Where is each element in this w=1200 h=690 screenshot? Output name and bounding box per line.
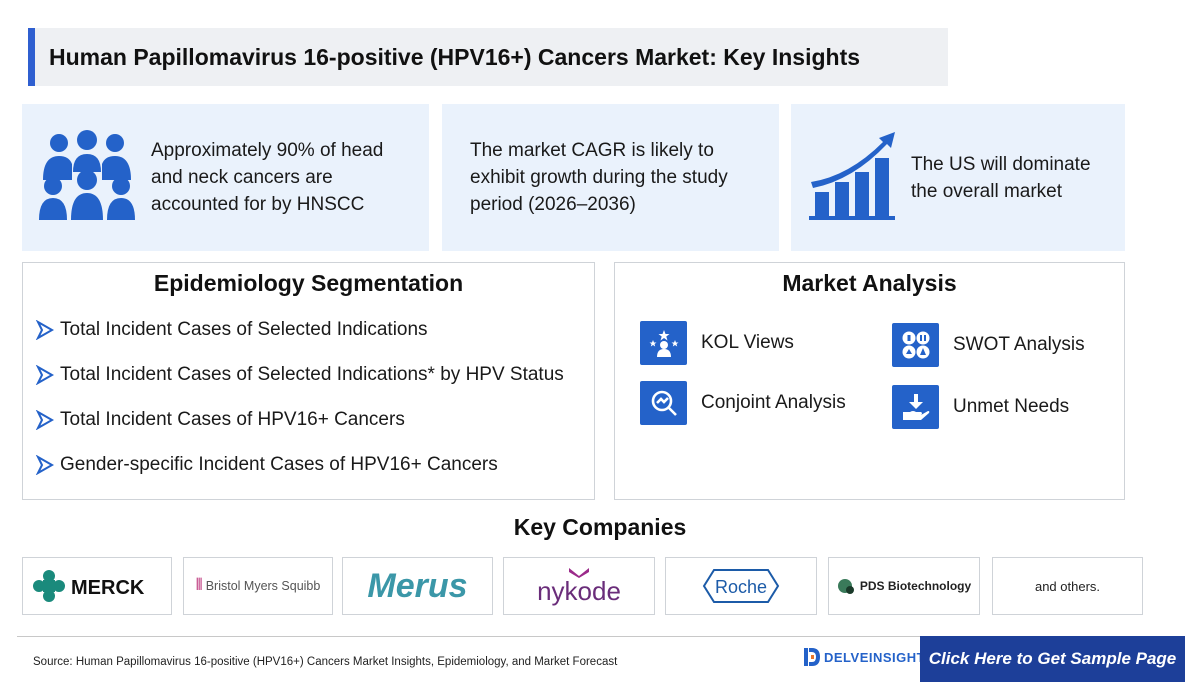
- page-title: Human Papillomavirus 16-positive (HPV16+…: [49, 43, 861, 70]
- conjoint-analysis-icon: [640, 381, 687, 425]
- list-item: Total Incident Cases of Selected Indicat…: [35, 352, 594, 397]
- logo-roche: Roche: [665, 557, 817, 615]
- market-analysis-grid: KOL Views SWOT Analysis Conjoint Analysi: [640, 321, 1120, 441]
- insight-card-hnscc: Approximately 90% of head and neck cance…: [22, 104, 429, 251]
- key-companies-heading: Key Companies: [513, 514, 687, 540]
- chevron-right-icon: [35, 454, 55, 475]
- epidemiology-heading: Epidemiology Segmentation: [153, 270, 464, 296]
- chevron-right-icon: [35, 319, 55, 340]
- market-item-label: SWOT Analysis: [953, 334, 1085, 355]
- chevron-right-icon: [35, 364, 55, 385]
- logo-merus: Merus: [342, 557, 493, 615]
- market-item-label: Unmet Needs: [953, 396, 1070, 417]
- get-sample-page-button[interactable]: Click Here to Get Sample Page: [920, 636, 1185, 682]
- market-item-unmet: Unmet Needs: [892, 385, 1069, 429]
- people-group-icon: [39, 130, 135, 225]
- chevron-right-icon: [35, 409, 55, 430]
- swot-icon: [892, 323, 939, 367]
- logo-bristol-myers-squibb: ⦀ Bristol Myers Squibb: [183, 557, 333, 615]
- growth-chart-icon: [809, 130, 897, 225]
- hand-download-icon: [892, 385, 939, 429]
- list-item: Gender-specific Incident Cases of HPV16+…: [35, 442, 594, 487]
- kol-expert-icon: [640, 321, 687, 365]
- logo-others: and others.: [992, 557, 1143, 615]
- title-banner: Human Papillomavirus 16-positive (HPV16+…: [28, 28, 948, 86]
- logo-nykode: nykode: [503, 557, 655, 615]
- footer-divider: [17, 636, 1183, 637]
- market-item-label: Conjoint Analysis: [701, 392, 846, 413]
- market-item-kol: KOL Views: [640, 321, 794, 365]
- source-text: Source: Human Papillomavirus 16-positive…: [33, 656, 618, 668]
- market-item-label: KOL Views: [701, 332, 794, 353]
- pds-mark-icon: [837, 579, 854, 594]
- market-item-swot: SWOT Analysis: [892, 323, 1085, 367]
- logo-merck: MERCK: [22, 557, 172, 615]
- list-item: Total Incident Cases of Selected Indicat…: [35, 307, 594, 352]
- insight-card-us: The US will dominate the overall market: [791, 104, 1125, 251]
- svg-text:Roche: Roche: [715, 577, 767, 597]
- delveinsight-logo-icon: [804, 648, 820, 666]
- merck-logo-icon: MERCK: [33, 570, 145, 602]
- market-analysis-heading: Market Analysis: [782, 270, 957, 296]
- epidemiology-panel: Epidemiology Segmentation Total Incident…: [22, 262, 595, 500]
- svg-text:MERCK: MERCK: [71, 577, 145, 599]
- list-item: Total Incident Cases of HPV16+ Cancers: [35, 397, 594, 442]
- insight-card-cagr: The market CAGR is likely to exhibit gro…: [442, 104, 779, 251]
- insight-text: Approximately 90% of head and neck cance…: [151, 140, 384, 215]
- insight-text: The market CAGR is likely to exhibit gro…: [470, 140, 728, 215]
- epidemiology-list: Total Incident Cases of Selected Indicat…: [23, 307, 594, 487]
- delveinsight-brand[interactable]: DELVEINSIGHT: [803, 646, 925, 668]
- logo-pds-biotechnology: PDS Biotechnology: [828, 557, 980, 615]
- nykode-mark-icon: [569, 568, 589, 578]
- market-analysis-panel: Market Analysis KOL Views: [614, 262, 1125, 500]
- roche-logo-icon: Roche: [702, 569, 780, 603]
- insight-text: The US will dominate the overall market: [911, 153, 1091, 202]
- bms-mark-icon: ⦀: [195, 577, 203, 594]
- market-item-conjoint: Conjoint Analysis: [640, 381, 846, 425]
